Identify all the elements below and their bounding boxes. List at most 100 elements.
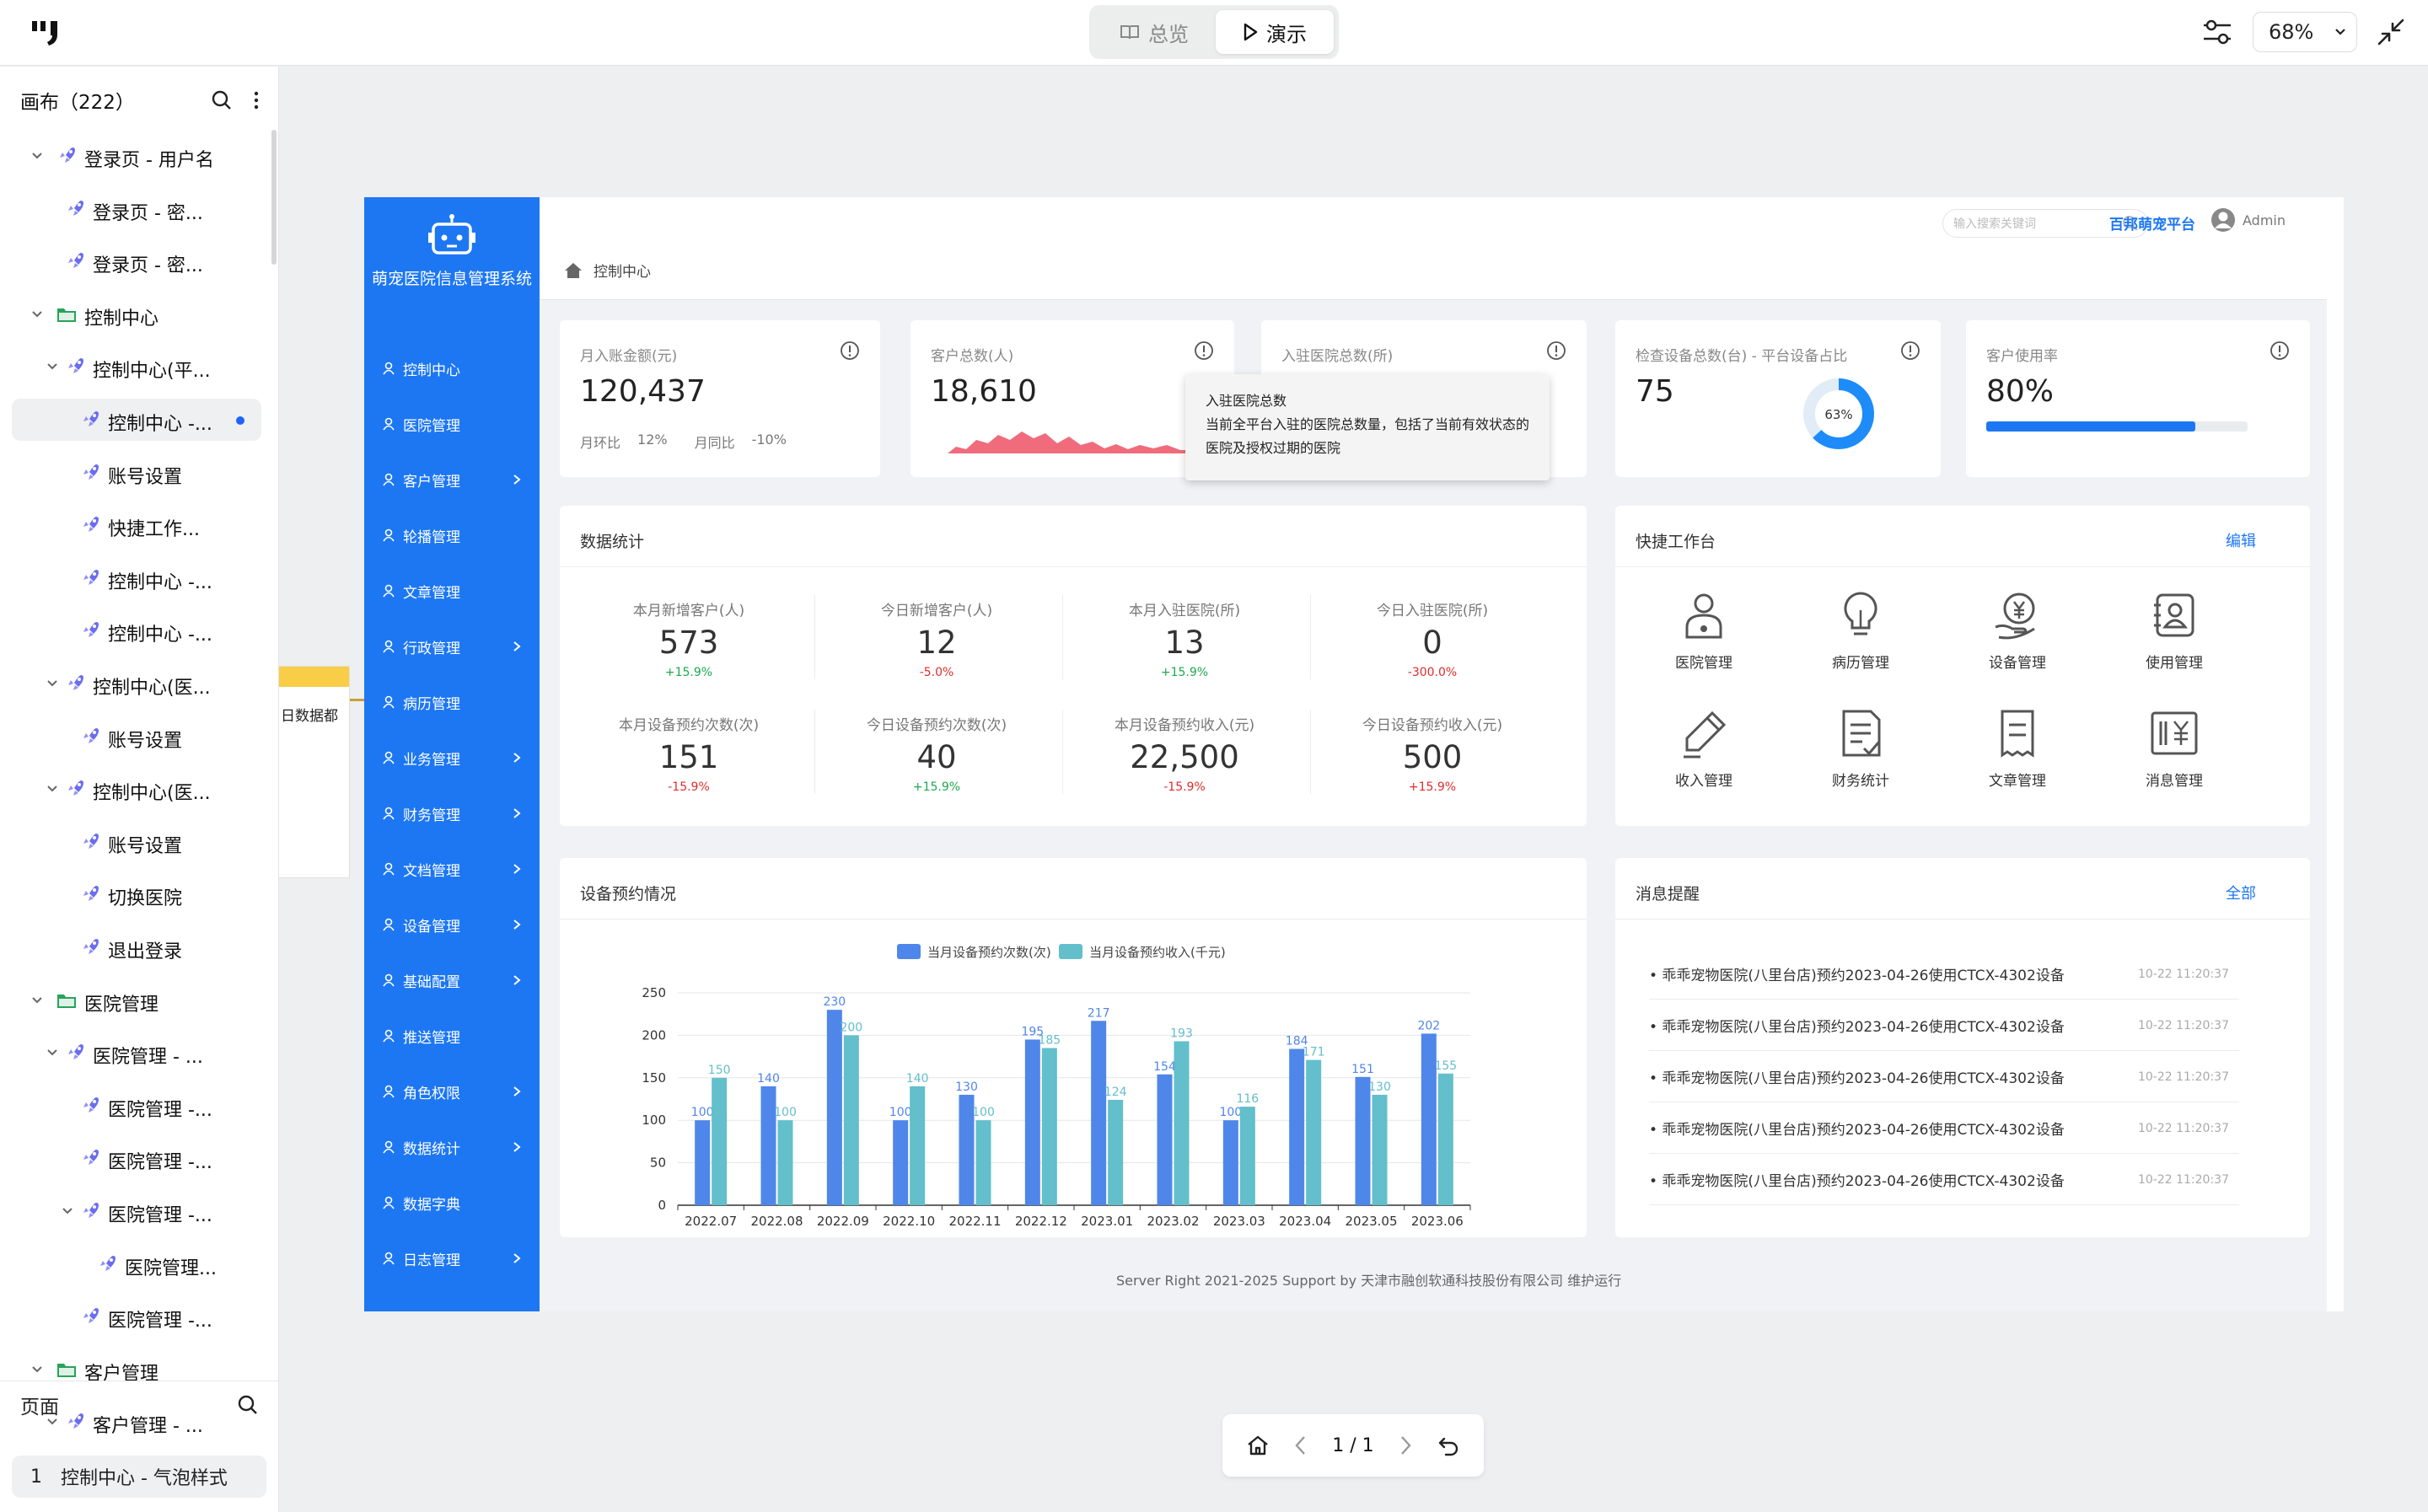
undo-icon[interactable] bbox=[1437, 1434, 1460, 1457]
tree-item[interactable]: 医院管理 -... bbox=[0, 1190, 261, 1232]
quick-action[interactable]: 医院管理 bbox=[1649, 590, 1759, 672]
nav-item[interactable]: 病历管理 bbox=[364, 674, 540, 730]
tree-item[interactable]: 账号设置 bbox=[0, 452, 261, 494]
chevron-down-icon[interactable] bbox=[46, 360, 59, 373]
tree-item[interactable]: 医院管理 - ... bbox=[0, 1032, 261, 1074]
quick-action[interactable]: 使用管理 bbox=[2119, 590, 2229, 672]
tree-item[interactable]: 快捷工作... bbox=[0, 504, 261, 546]
mode-overview-tab[interactable]: 总览 bbox=[1094, 10, 1214, 54]
nav-item[interactable]: 文章管理 bbox=[364, 563, 540, 619]
nav-item[interactable]: 角色权限 bbox=[364, 1064, 540, 1119]
message-item[interactable]: • 乖乖宠物医院(八里台店)预约2023-04-26使用CTCX-4302设备 1… bbox=[1649, 1155, 2239, 1205]
tree-item[interactable]: 控制中心(平... bbox=[0, 346, 261, 388]
chevron-down-icon[interactable] bbox=[30, 149, 44, 163]
quick-action[interactable]: 病历管理 bbox=[1806, 590, 1915, 672]
tree-item[interactable]: 退出登录 bbox=[0, 926, 261, 968]
nav-item[interactable]: 设备管理 bbox=[364, 897, 540, 952]
message-item[interactable]: • 乖乖宠物医院(八里台店)预约2023-04-26使用CTCX-4302设备 1… bbox=[1649, 1103, 2239, 1154]
nav-item[interactable]: 基础配置 bbox=[364, 952, 540, 1008]
home-icon[interactable] bbox=[1246, 1434, 1270, 1457]
nav-item[interactable]: 业务管理 bbox=[364, 730, 540, 785]
tree-item[interactable]: 控制中心 -... bbox=[12, 399, 261, 441]
user-menu[interactable]: Admin bbox=[2210, 207, 2286, 233]
tree-item[interactable]: 医院管理 -... bbox=[0, 1085, 261, 1127]
page-list-item[interactable]: 1 控制中心 - 气泡样式 bbox=[12, 1456, 266, 1498]
bar-value-label: 140 bbox=[757, 1072, 780, 1086]
nav-item[interactable]: 数据统计 bbox=[364, 1119, 540, 1175]
quick-action-label: 病历管理 bbox=[1832, 655, 1889, 672]
home-icon[interactable] bbox=[563, 261, 583, 280]
quick-action[interactable]: 消息管理 bbox=[2119, 708, 2229, 790]
chevron-down-icon[interactable] bbox=[30, 308, 44, 321]
tree-item[interactable]: 医院管理 -... bbox=[0, 1295, 261, 1338]
nav-item[interactable]: 控制中心 bbox=[364, 340, 540, 396]
search-icon[interactable] bbox=[211, 89, 233, 111]
nav-item-label: 轮播管理 bbox=[403, 528, 460, 546]
chevron-down-icon[interactable] bbox=[46, 677, 59, 690]
chevron-down-icon[interactable] bbox=[30, 994, 44, 1007]
message-item[interactable]: • 乖乖宠物医院(八里台店)预约2023-04-26使用CTCX-4302设备 1… bbox=[1649, 949, 2239, 1000]
kpi-footer: 月环比 12% 月同比 -10% bbox=[580, 432, 787, 452]
chevron-down-icon[interactable] bbox=[46, 1415, 59, 1429]
nav-item[interactable]: 日志管理 bbox=[364, 1231, 540, 1286]
chevron-right-icon bbox=[513, 1253, 521, 1263]
chevron-right-icon[interactable] bbox=[1397, 1434, 1414, 1457]
nav-item[interactable]: 轮播管理 bbox=[364, 507, 540, 563]
tree-item[interactable]: 登录页 - 用户名 bbox=[0, 135, 261, 177]
tree-item[interactable]: 切换医院 bbox=[0, 873, 261, 915]
tree-item[interactable]: 医院管理 -... bbox=[0, 1137, 261, 1179]
nav-item[interactable]: 推送管理 bbox=[364, 1008, 540, 1064]
panel-scrollbar[interactable] bbox=[271, 130, 277, 265]
tree-item[interactable]: 账号设置 bbox=[0, 821, 261, 863]
tree-item[interactable]: 登录页 - 密... bbox=[0, 188, 261, 230]
message-item[interactable]: • 乖乖宠物医院(八里台店)预约2023-04-26使用CTCX-4302设备 1… bbox=[1649, 1000, 2239, 1051]
all-messages-link[interactable]: 全部 bbox=[2226, 885, 2256, 903]
nav-item[interactable]: 客户管理 bbox=[364, 452, 540, 507]
tree-item[interactable]: 登录页 - 密... bbox=[0, 240, 261, 282]
info-icon[interactable] bbox=[1194, 340, 1214, 361]
tree-item[interactable]: 控制中心(医... bbox=[0, 662, 261, 705]
x-tick-label: 2023.02 bbox=[1147, 1214, 1199, 1229]
more-icon[interactable] bbox=[248, 89, 265, 111]
chevron-down-icon[interactable] bbox=[46, 782, 59, 796]
zoom-select[interactable]: 68% bbox=[2253, 12, 2357, 52]
chevron-down-icon[interactable] bbox=[46, 1046, 59, 1059]
info-icon[interactable] bbox=[2270, 340, 2290, 361]
collapse-icon[interactable] bbox=[2376, 17, 2406, 47]
info-icon[interactable] bbox=[1546, 340, 1566, 361]
nav-item[interactable]: 医院管理 bbox=[364, 396, 540, 452]
info-icon[interactable] bbox=[1900, 340, 1920, 361]
tree-item[interactable]: 控制中心 -... bbox=[0, 609, 261, 651]
nav-item[interactable]: 财务管理 bbox=[364, 785, 540, 841]
stat-label: 今日设备预约收入(元) bbox=[1362, 717, 1503, 734]
tree-item[interactable]: 账号设置 bbox=[0, 716, 261, 758]
nav-item[interactable]: 数据字典 bbox=[364, 1175, 540, 1231]
sliders-icon[interactable] bbox=[2200, 17, 2234, 47]
bar-value-label: 155 bbox=[1434, 1059, 1457, 1073]
chevron-down-icon[interactable] bbox=[61, 1204, 74, 1218]
x-tick-label: 2022.07 bbox=[685, 1214, 737, 1229]
chevron-left-icon[interactable] bbox=[1292, 1434, 1309, 1457]
quick-action[interactable]: 收入管理 bbox=[1649, 708, 1759, 790]
tree-item[interactable]: 控制中心(医... bbox=[0, 768, 261, 810]
search-icon[interactable] bbox=[237, 1394, 259, 1416]
tree-item[interactable]: 医院管理 bbox=[0, 979, 261, 1021]
tree-item[interactable]: 客户管理 - ... bbox=[0, 1401, 261, 1443]
nav-item[interactable]: 文档管理 bbox=[364, 841, 540, 897]
quick-action[interactable]: 设备管理 bbox=[1963, 590, 2072, 672]
annotation-note[interactable]: 日数据都 bbox=[279, 666, 350, 878]
platform-name[interactable]: 百邦萌宠平台 bbox=[2109, 217, 2195, 233]
quick-action[interactable]: 财务统计 bbox=[1806, 708, 1915, 790]
quick-action[interactable]: 文章管理 bbox=[1963, 708, 2072, 790]
info-icon[interactable] bbox=[840, 340, 860, 361]
tree-item[interactable]: 控制中心 -... bbox=[0, 557, 261, 599]
chevron-down-icon[interactable] bbox=[30, 1363, 44, 1376]
bar-value-label: 151 bbox=[1351, 1063, 1374, 1076]
nav-item[interactable]: 行政管理 bbox=[364, 619, 540, 674]
message-item[interactable]: • 乖乖宠物医院(八里台店)预约2023-04-26使用CTCX-4302设备 1… bbox=[1649, 1052, 2239, 1102]
tree-item[interactable]: 医院管理... bbox=[0, 1243, 261, 1285]
search-input[interactable]: 输入搜索关键词 bbox=[1942, 209, 2148, 238]
mode-present-tab[interactable]: 演示 bbox=[1216, 10, 1334, 54]
tree-item[interactable]: 控制中心 bbox=[0, 293, 261, 335]
edit-link[interactable]: 编辑 bbox=[2226, 533, 2256, 550]
